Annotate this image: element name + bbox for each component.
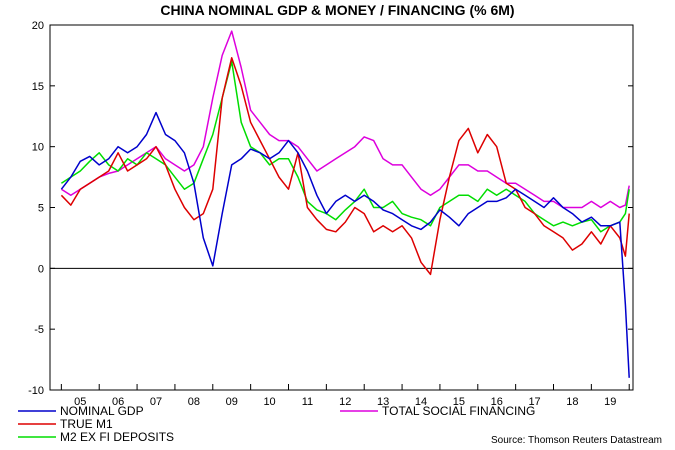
plot-series [60,30,630,378]
legend-label: TRUE M1 [60,417,113,431]
y-tick-label: 15 [32,81,44,93]
x-tick-label: 12 [339,396,351,408]
series-line-nominal-gdp [60,111,630,378]
series-line-m2-ex-fi-deposits [60,60,630,233]
legend-label: TOTAL SOCIAL FINANCING [382,404,535,418]
x-tick-label: 09 [226,396,238,408]
x-tick-label: 15 [453,396,465,408]
source-note: Source: Thomson Reuters Datastream [491,435,662,446]
series-line-total-social-financing [60,30,630,209]
y-tick-label: 0 [38,263,44,275]
x-tick-label: 16 [491,396,503,408]
plot-frame [49,24,634,391]
x-tick-label: 11 [302,396,313,408]
y-tick-label: -5 [34,324,44,336]
x-tick-label: 18 [566,396,578,408]
legend-label: M2 EX FI DEPOSITS [60,430,174,444]
x-tick-label: 08 [188,396,200,408]
y-tick-label: -10 [28,385,44,397]
y-tick-label: 20 [32,20,44,32]
y-tick-label: 10 [32,142,44,154]
x-tick-label: 13 [377,396,389,408]
x-tick-label: 07 [150,396,162,408]
x-tick-label: 17 [528,396,540,408]
x-tick-label: 06 [112,396,124,408]
chart-title: CHINA NOMINAL GDP & MONEY / FINANCING (%… [160,2,514,18]
x-tick-label: 19 [604,396,616,408]
legend-label: NOMINAL GDP [60,404,144,418]
x-tick-label: 05 [74,396,86,408]
series-line-true-m1 [60,57,630,276]
x-tick-label: 14 [415,396,427,408]
x-tick-label: 10 [263,396,275,408]
y-tick-label: 5 [38,203,44,215]
